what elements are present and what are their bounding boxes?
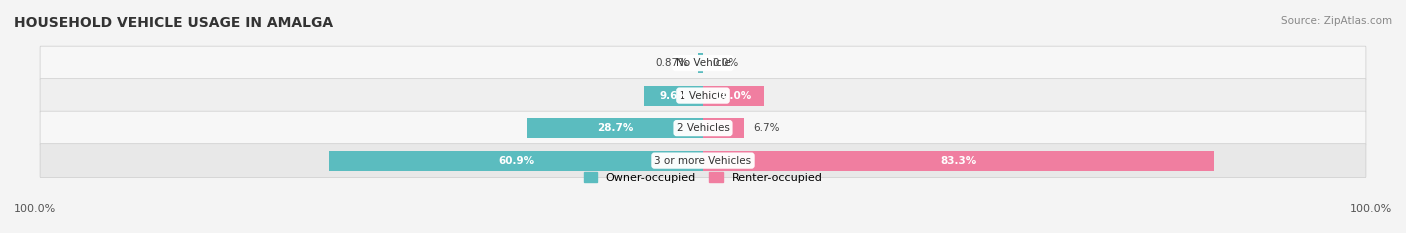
Bar [697, 53, 703, 73]
Text: 10.0%: 10.0% [716, 91, 752, 101]
FancyBboxPatch shape [41, 79, 1365, 113]
Bar [703, 151, 1213, 171]
Bar [644, 86, 703, 106]
Text: 6.7%: 6.7% [754, 123, 780, 133]
Bar [703, 86, 765, 106]
Text: 1 Vehicle: 1 Vehicle [679, 91, 727, 101]
Text: 100.0%: 100.0% [1350, 204, 1392, 214]
FancyBboxPatch shape [41, 144, 1365, 178]
Text: 0.0%: 0.0% [713, 58, 738, 68]
Bar [329, 151, 703, 171]
Bar [527, 118, 703, 138]
FancyBboxPatch shape [41, 111, 1365, 145]
Text: 0.87%: 0.87% [655, 58, 689, 68]
Bar [703, 118, 744, 138]
Text: 3 or more Vehicles: 3 or more Vehicles [654, 156, 752, 166]
Text: 2 Vehicles: 2 Vehicles [676, 123, 730, 133]
Text: Source: ZipAtlas.com: Source: ZipAtlas.com [1281, 16, 1392, 26]
Text: No Vehicle: No Vehicle [675, 58, 731, 68]
Text: 100.0%: 100.0% [14, 204, 56, 214]
Text: HOUSEHOLD VEHICLE USAGE IN AMALGA: HOUSEHOLD VEHICLE USAGE IN AMALGA [14, 16, 333, 30]
Text: 28.7%: 28.7% [596, 123, 633, 133]
Text: 60.9%: 60.9% [498, 156, 534, 166]
Legend: Owner-occupied, Renter-occupied: Owner-occupied, Renter-occupied [579, 168, 827, 187]
FancyBboxPatch shape [41, 46, 1365, 80]
Text: 9.6%: 9.6% [659, 91, 688, 101]
Text: 83.3%: 83.3% [941, 156, 977, 166]
